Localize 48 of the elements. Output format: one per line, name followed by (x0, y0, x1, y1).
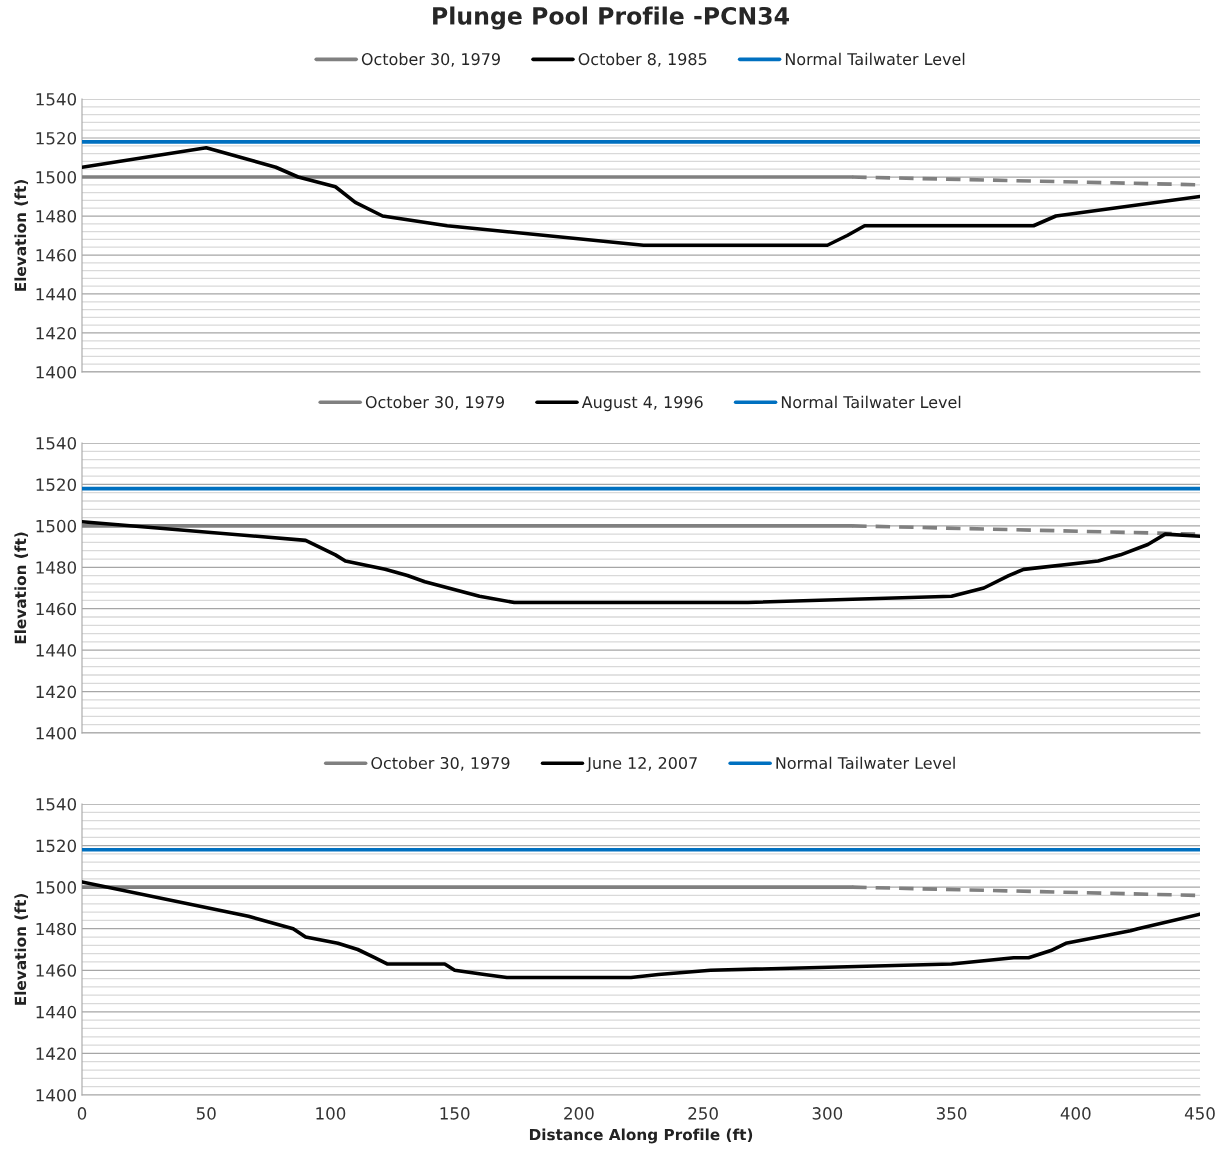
y-tick-label: 1460 (36, 964, 77, 977)
legend-label: October 30, 1979 (361, 52, 500, 67)
y-tick-label: 1460 (36, 602, 77, 616)
y-axis-title: Elevation (ft) (14, 894, 28, 1005)
y-tick-label: 1440 (36, 1005, 77, 1019)
y-tick-label: 1440 (36, 287, 77, 301)
y-tick-label: 1520 (36, 131, 77, 145)
chart-title: Plunge Pool Profile -PCN34 (433, 6, 789, 30)
y-tick-label: 1520 (36, 478, 77, 491)
y-tick-label: 1420 (36, 685, 77, 699)
x-tick-label: 0 (77, 1107, 87, 1120)
legend-label: August 4, 1996 (581, 396, 703, 412)
y-tick-label: 1500 (36, 170, 77, 184)
x-axis-title: Distance Along Profile (ft) (529, 1128, 753, 1144)
x-tick-label: 150 (440, 1107, 470, 1120)
y-tick-label: 1460 (36, 248, 77, 262)
x-tick-label: 50 (196, 1107, 216, 1120)
y-tick-label: 1540 (36, 436, 77, 450)
y-tick-label: 1440 (36, 644, 77, 657)
y-tick-label: 1480 (36, 561, 77, 574)
y-tick-label: 1400 (36, 365, 77, 379)
y-tick-label: 1520 (36, 839, 77, 853)
y-tick-label: 1480 (36, 922, 77, 936)
legend-label: Normal Tailwater Level (776, 756, 955, 770)
y-tick-label: 1540 (36, 92, 77, 106)
y-tick-label: 1500 (36, 519, 77, 533)
x-tick-label: 100 (316, 1107, 346, 1120)
y-tick-label: 1400 (36, 1088, 77, 1102)
y-tick-label: 1400 (36, 726, 77, 740)
y-axis-title: Elevation (ft) (14, 180, 28, 291)
legend-label: Normal Tailwater Level (781, 395, 961, 409)
y-tick-label: 1420 (36, 326, 77, 340)
y-axis-title: Elevation (ft) (14, 532, 28, 644)
x-tick-label: 450 (1184, 1107, 1215, 1120)
x-tick-label: 400 (1060, 1107, 1091, 1120)
y-tick-label: 1420 (36, 1047, 77, 1060)
x-tick-label: 250 (688, 1107, 718, 1120)
x-tick-label: 200 (564, 1107, 594, 1120)
legend-label: October 30, 1979 (365, 395, 504, 410)
x-tick-label: 350 (936, 1107, 967, 1120)
x-tick-label: 300 (812, 1107, 843, 1120)
y-tick-label: 1540 (36, 797, 77, 811)
y-tick-label: 1480 (36, 209, 77, 223)
y-tick-label: 1500 (36, 881, 77, 894)
legend-label: Normal Tailwater Level (785, 52, 965, 66)
legend-label: October 30, 1979 (371, 756, 510, 771)
legend-label: June 12, 2007 (586, 756, 697, 773)
legend-label: October 8, 1985 (578, 52, 707, 67)
